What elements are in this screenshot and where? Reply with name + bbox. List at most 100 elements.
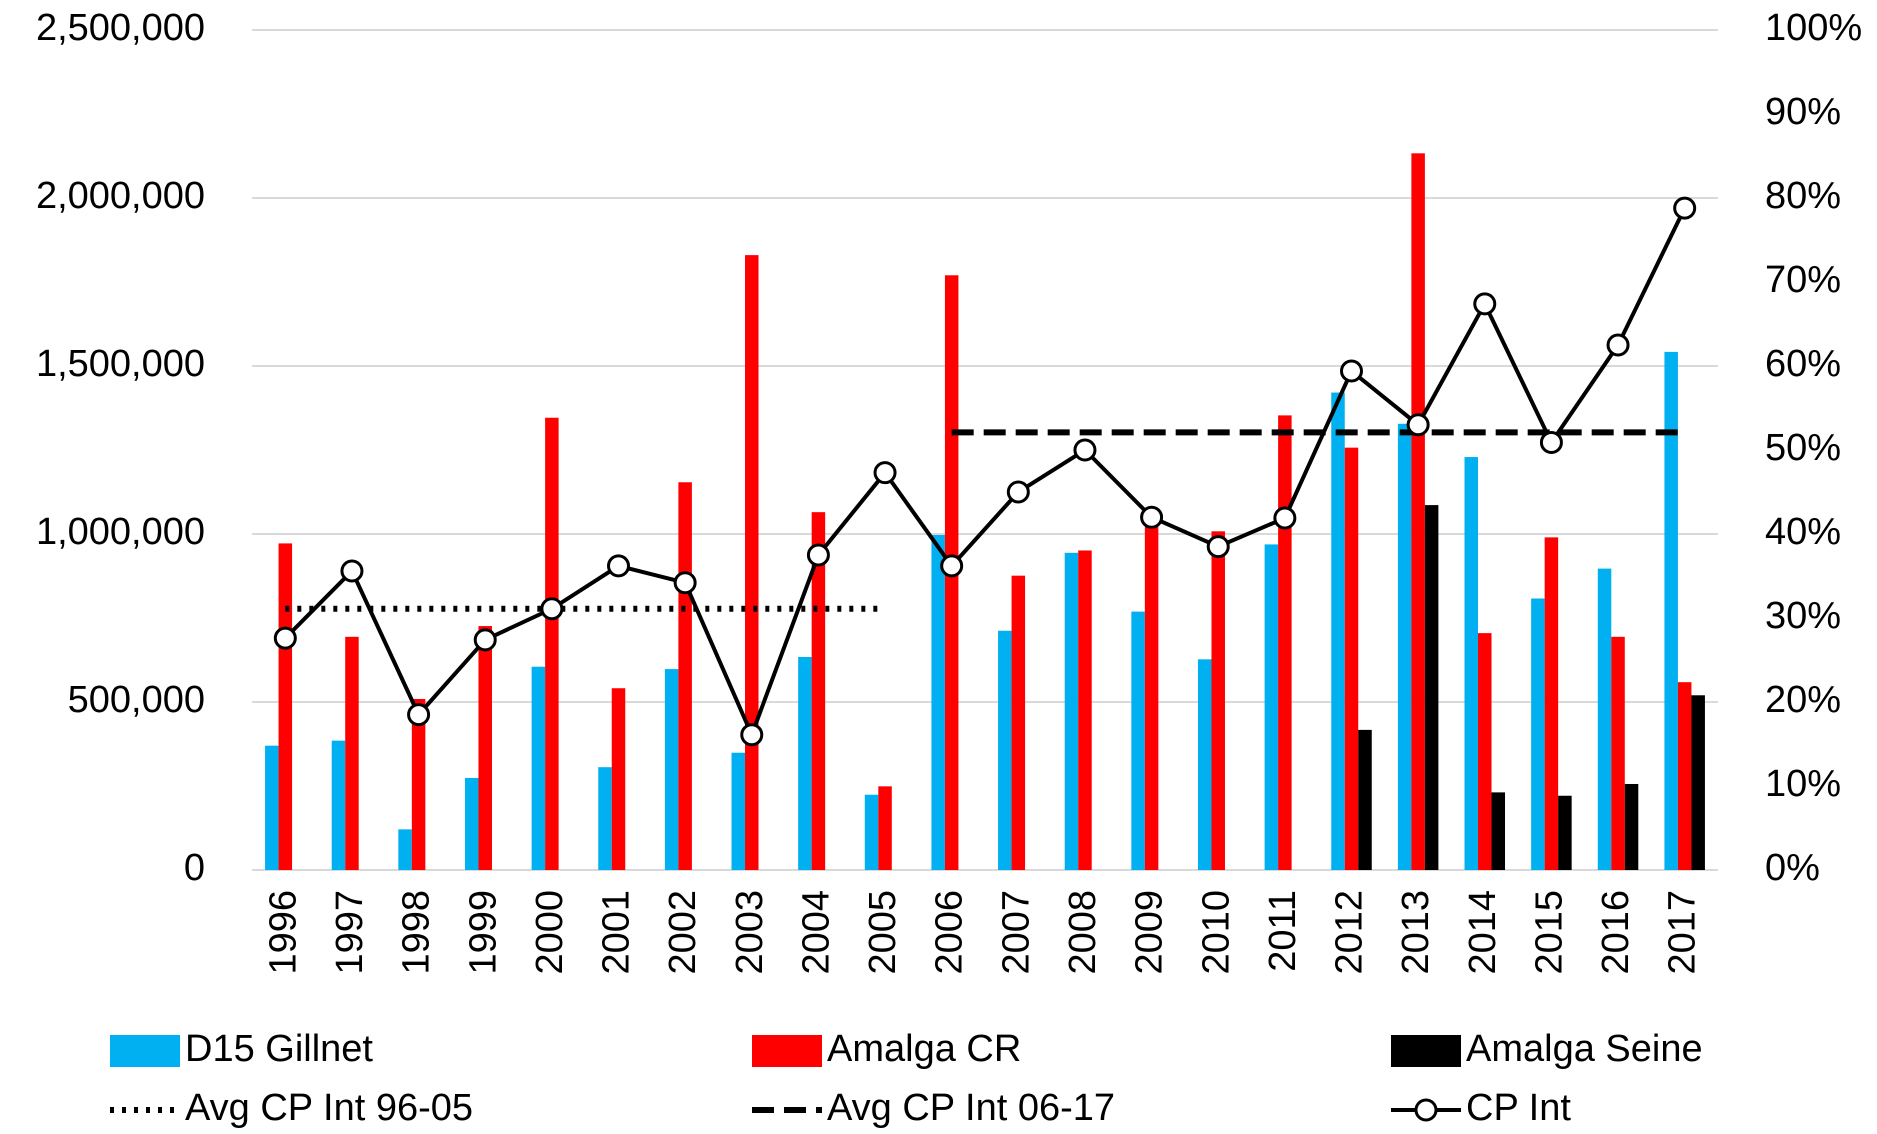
y2-tick-label: 50% bbox=[1765, 427, 1841, 469]
legend-swatch bbox=[1391, 1035, 1461, 1067]
y2-tick-label: 100% bbox=[1765, 7, 1862, 49]
y-tick-label: 500,000 bbox=[68, 679, 205, 721]
marker bbox=[1206, 535, 1230, 559]
marker bbox=[1406, 413, 1430, 437]
y-tick-label: 2,500,000 bbox=[36, 7, 205, 49]
bar bbox=[1397, 423, 1412, 870]
bar bbox=[1677, 682, 1692, 870]
bar bbox=[1078, 550, 1092, 870]
marker bbox=[1340, 359, 1363, 383]
legend-swatch bbox=[752, 1035, 822, 1067]
x-tick-label: 2011 bbox=[1262, 890, 1304, 972]
bar bbox=[1597, 568, 1612, 870]
y2-tick-label: 80% bbox=[1765, 175, 1841, 217]
bar bbox=[811, 512, 826, 870]
legend-label: Avg CP Int 96-05 bbox=[185, 1087, 473, 1129]
bar bbox=[678, 482, 692, 870]
marker bbox=[1473, 292, 1497, 316]
x-tick-label: 2002 bbox=[662, 890, 704, 975]
marker bbox=[273, 626, 297, 650]
marker bbox=[673, 571, 697, 595]
x-tick-label: 1998 bbox=[396, 890, 438, 975]
y-tick-label: 1,000,000 bbox=[36, 511, 205, 553]
y2-tick-label: 40% bbox=[1765, 511, 1841, 553]
marker bbox=[1140, 505, 1164, 529]
bar bbox=[1691, 695, 1705, 870]
y-tick-label: 0 bbox=[184, 847, 205, 889]
bar bbox=[1064, 552, 1079, 870]
bar bbox=[1264, 544, 1279, 870]
x-tick-label: 2005 bbox=[862, 890, 904, 975]
bar bbox=[1197, 659, 1212, 870]
legend-swatch bbox=[110, 1035, 180, 1067]
x-tick-label: 1997 bbox=[329, 890, 371, 975]
legend-label: Amalga CR bbox=[827, 1028, 1021, 1070]
bar bbox=[278, 543, 293, 870]
marker bbox=[340, 559, 364, 583]
bar bbox=[798, 656, 812, 870]
marker bbox=[1673, 196, 1697, 220]
bar bbox=[1131, 611, 1145, 870]
bar bbox=[1358, 729, 1372, 870]
y-tick-label: 1,500,000 bbox=[36, 343, 205, 385]
bar bbox=[545, 417, 559, 870]
bar bbox=[1624, 783, 1639, 870]
x-tick-label: 2001 bbox=[596, 890, 638, 975]
bar bbox=[1344, 447, 1359, 870]
x-tick-label: 2008 bbox=[1062, 890, 1104, 975]
x-tick-label: 2016 bbox=[1595, 890, 1637, 975]
bar bbox=[1211, 531, 1225, 870]
x-tick-label: 2007 bbox=[995, 890, 1037, 975]
bar bbox=[878, 786, 892, 870]
marker bbox=[1006, 480, 1030, 504]
y2-tick-label: 70% bbox=[1765, 259, 1841, 301]
bar bbox=[664, 669, 679, 870]
legend-marker bbox=[1414, 1098, 1438, 1122]
legend-label: CP Int bbox=[1466, 1087, 1571, 1129]
marker bbox=[407, 703, 431, 727]
bar bbox=[1278, 415, 1292, 870]
marker bbox=[740, 723, 764, 747]
legend-label: D15 Gillnet bbox=[185, 1028, 373, 1070]
x-tick-label: 1999 bbox=[462, 890, 504, 975]
marker bbox=[607, 554, 630, 578]
bar bbox=[1478, 633, 1492, 870]
x-tick-label: 2010 bbox=[1195, 890, 1237, 975]
bar bbox=[398, 829, 412, 870]
bar bbox=[1331, 392, 1345, 870]
y2-tick-label: 30% bbox=[1765, 595, 1841, 637]
bar bbox=[1664, 351, 1678, 870]
marker bbox=[1273, 506, 1297, 530]
bar bbox=[464, 777, 479, 870]
bar bbox=[598, 767, 612, 870]
bar bbox=[1011, 575, 1026, 870]
marker bbox=[540, 597, 564, 621]
marker bbox=[1539, 430, 1563, 454]
x-tick-label: 1996 bbox=[262, 890, 304, 975]
bar bbox=[265, 745, 279, 870]
bar bbox=[1411, 153, 1425, 870]
legend-label: Amalga Seine bbox=[1466, 1028, 1703, 1070]
marker bbox=[1606, 333, 1630, 357]
x-tick-label: 2000 bbox=[529, 890, 571, 975]
bar bbox=[1424, 505, 1439, 870]
bar bbox=[1558, 795, 1572, 870]
bar bbox=[1531, 598, 1545, 870]
bar bbox=[611, 688, 626, 870]
marker bbox=[940, 554, 964, 578]
y2-tick-label: 20% bbox=[1765, 679, 1841, 721]
y2-tick-label: 60% bbox=[1765, 343, 1841, 385]
line bbox=[283, 207, 1687, 741]
bar bbox=[1611, 636, 1625, 870]
x-tick-label: 2012 bbox=[1329, 890, 1371, 975]
bar bbox=[998, 630, 1012, 870]
y2-tick-label: 0% bbox=[1765, 847, 1820, 889]
bar bbox=[1144, 520, 1159, 870]
x-tick-label: 2017 bbox=[1662, 890, 1704, 975]
bar bbox=[331, 740, 346, 870]
x-tick-label: 2013 bbox=[1395, 890, 1437, 975]
bar bbox=[745, 255, 759, 870]
marker bbox=[1073, 438, 1097, 462]
